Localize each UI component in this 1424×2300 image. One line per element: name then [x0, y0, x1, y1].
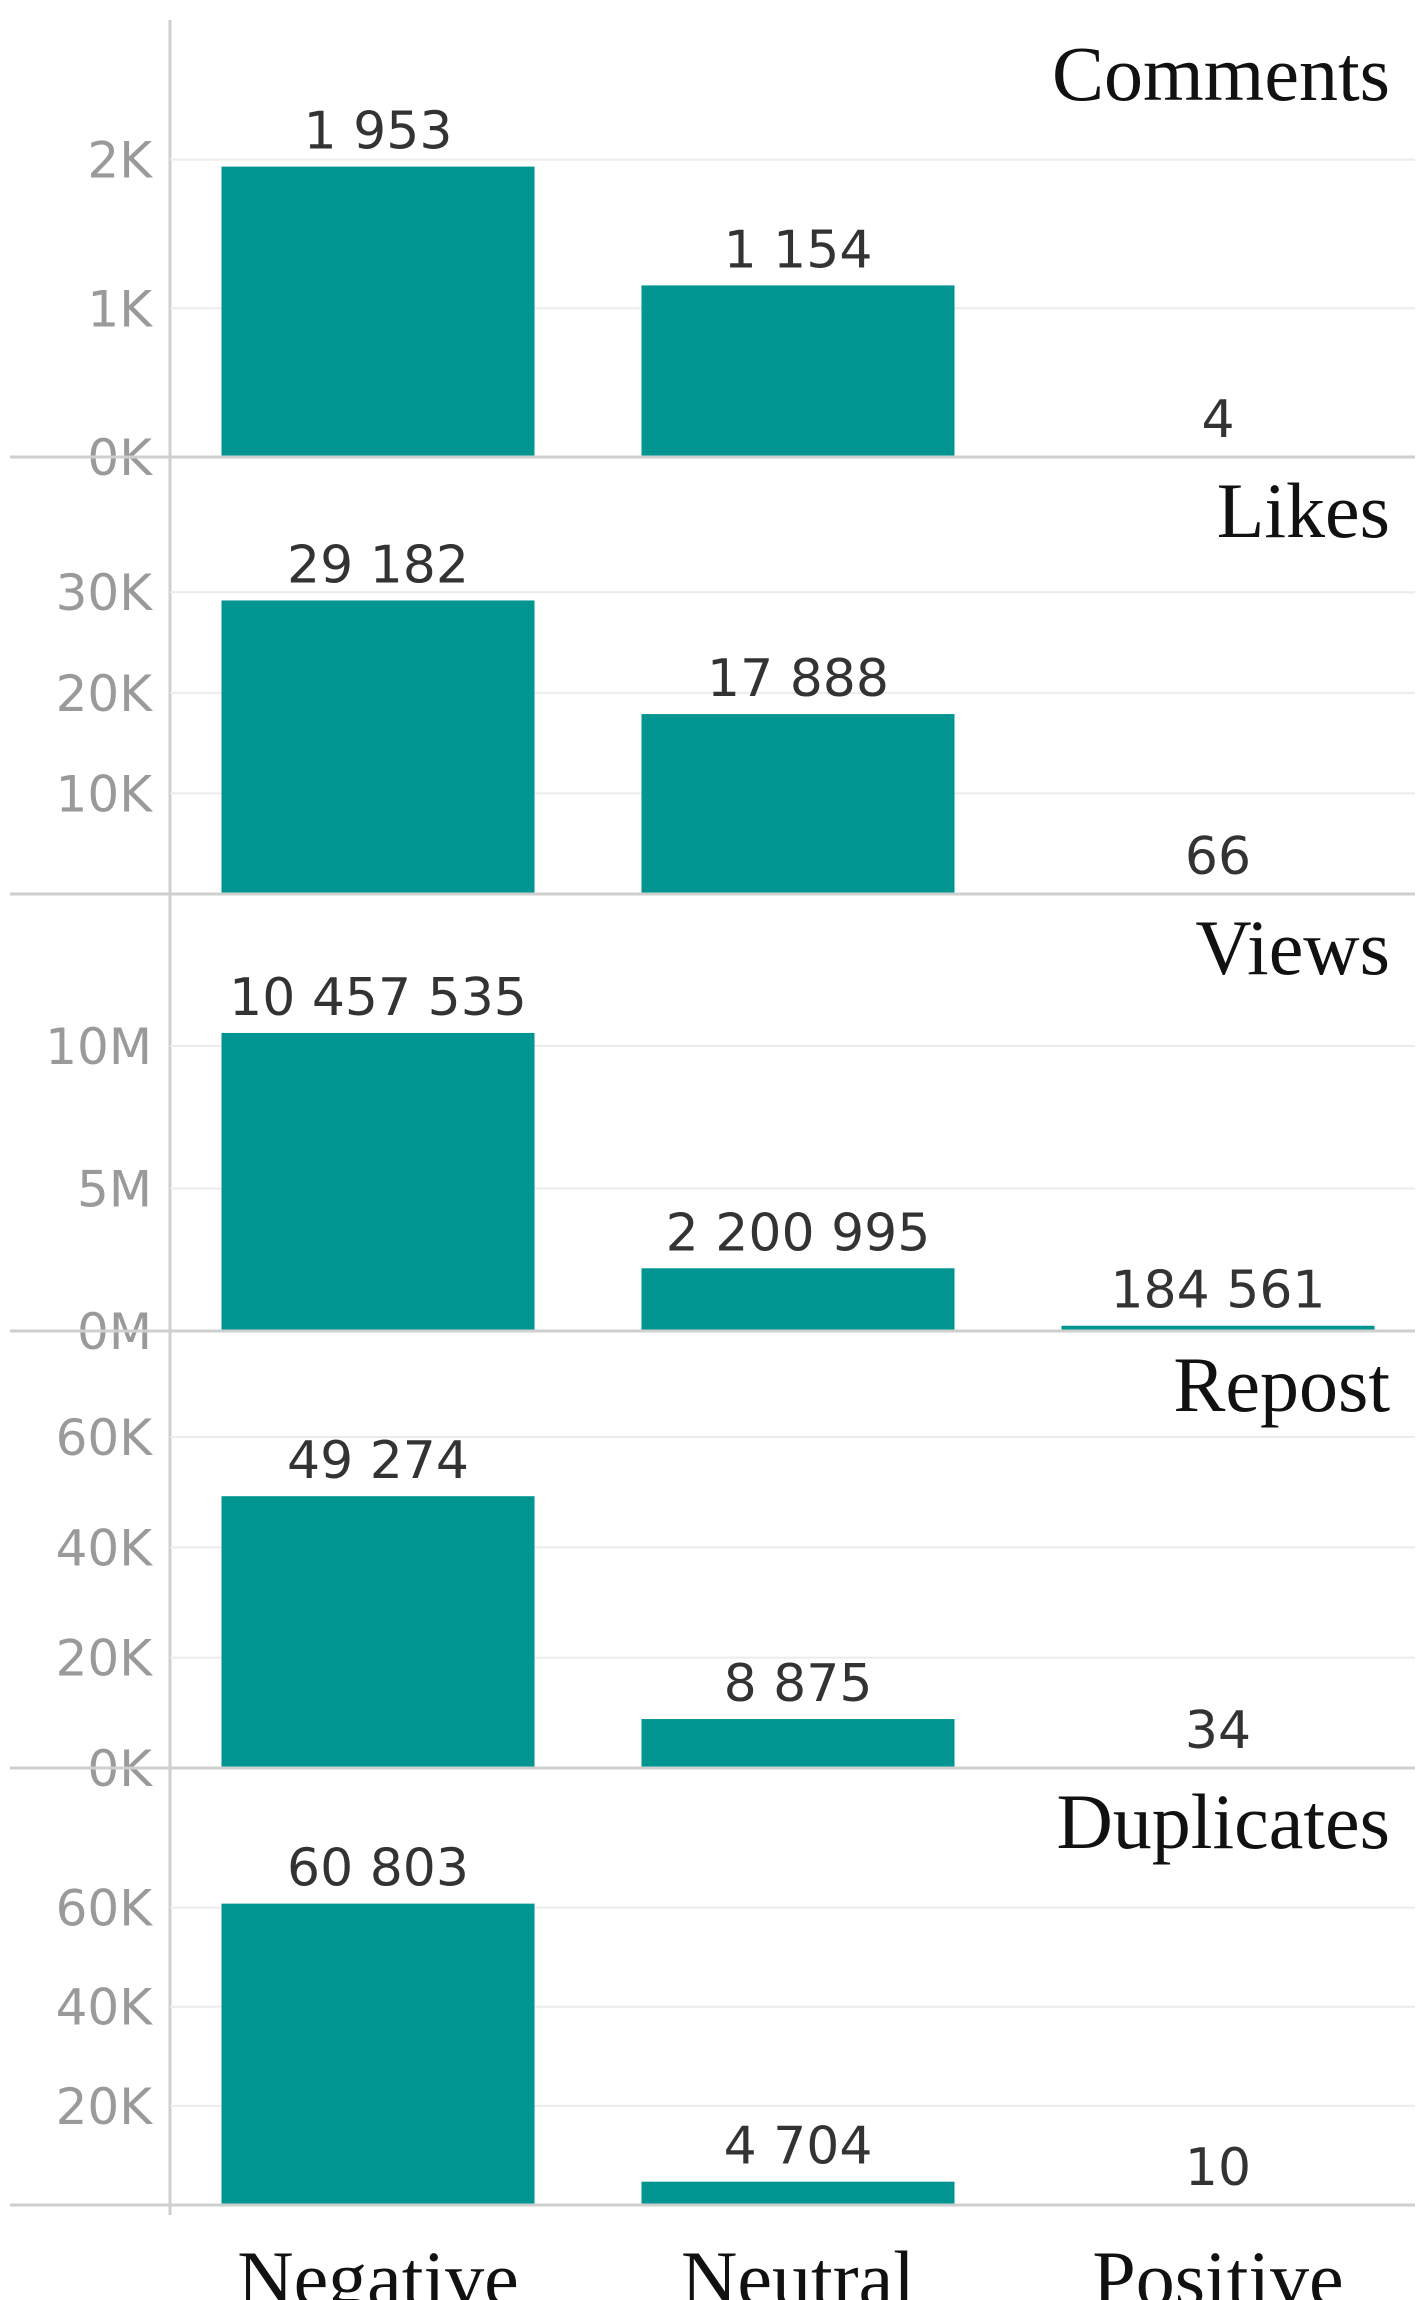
data-label: 1 953: [304, 102, 453, 162]
panel-title: Comments: [1052, 30, 1390, 117]
y-tick-label: 40K: [56, 1979, 154, 2037]
data-label: 66: [1185, 827, 1251, 887]
data-label: 49 274: [287, 1431, 469, 1491]
x-tick-label-neutral: Neutral: [681, 2235, 915, 2300]
category-axis: Negative Neutral Positive: [237, 2235, 1343, 2300]
panel-title: Views: [1195, 904, 1390, 991]
y-tick-label: 30K: [56, 564, 154, 622]
data-label: 184 561: [1110, 1261, 1325, 1321]
data-label: 1 154: [724, 220, 873, 280]
bar-neutral: [641, 1719, 955, 1768]
y-tick-label: 20K: [56, 1630, 154, 1688]
data-label: 10 457 535: [229, 968, 527, 1028]
data-label: 4 704: [724, 2117, 873, 2177]
y-tick-label: 60K: [56, 1409, 154, 1467]
bar-negative: [221, 1903, 535, 2205]
bar-neutral: [641, 1268, 955, 1331]
y-tick-label: 2K: [87, 132, 153, 190]
bar-negative: [221, 1032, 535, 1331]
data-label: 34: [1185, 1701, 1251, 1761]
y-tick-label: 20K: [56, 2078, 154, 2136]
y-tick-label: 20K: [56, 665, 154, 723]
y-tick-label: 1K: [87, 280, 153, 338]
x-tick-label-positive: Positive: [1092, 2235, 1343, 2300]
bar-negative: [221, 1496, 535, 1768]
y-tick-label: 40K: [56, 1519, 154, 1577]
x-tick-label-negative: Negative: [237, 2235, 519, 2300]
y-tick-label: 5M: [77, 1161, 152, 1219]
bar-positive: [1061, 1325, 1375, 1331]
data-label: 8 875: [724, 1654, 873, 1714]
panel-title: Likes: [1217, 467, 1390, 554]
y-tick-label: 10M: [45, 1018, 152, 1076]
data-label: 10: [1185, 2138, 1251, 2198]
data-label: 2 200 995: [666, 1203, 931, 1263]
bar-negative: [221, 166, 535, 457]
panel-duplicates: 60K 40K 20K Duplicates 60 803 4 704 10: [10, 1778, 1415, 2207]
y-tick-label: 60K: [56, 1880, 154, 1938]
data-label: 60 803: [287, 1839, 469, 1899]
panel-title: Duplicates: [1056, 1778, 1390, 1865]
data-label: 17 888: [707, 649, 889, 709]
y-tick-label: 10K: [56, 765, 154, 823]
bar-negative: [221, 600, 535, 894]
panel-likes: 30K 20K 10K Likes 29 182 17 888 66: [10, 467, 1415, 896]
panel-title: Repost: [1173, 1341, 1390, 1428]
bar-neutral: [641, 285, 955, 457]
data-label: 29 182: [287, 535, 469, 595]
bar-neutral: [641, 714, 955, 894]
bar-neutral: [641, 2181, 955, 2205]
data-label: 4: [1201, 390, 1234, 450]
